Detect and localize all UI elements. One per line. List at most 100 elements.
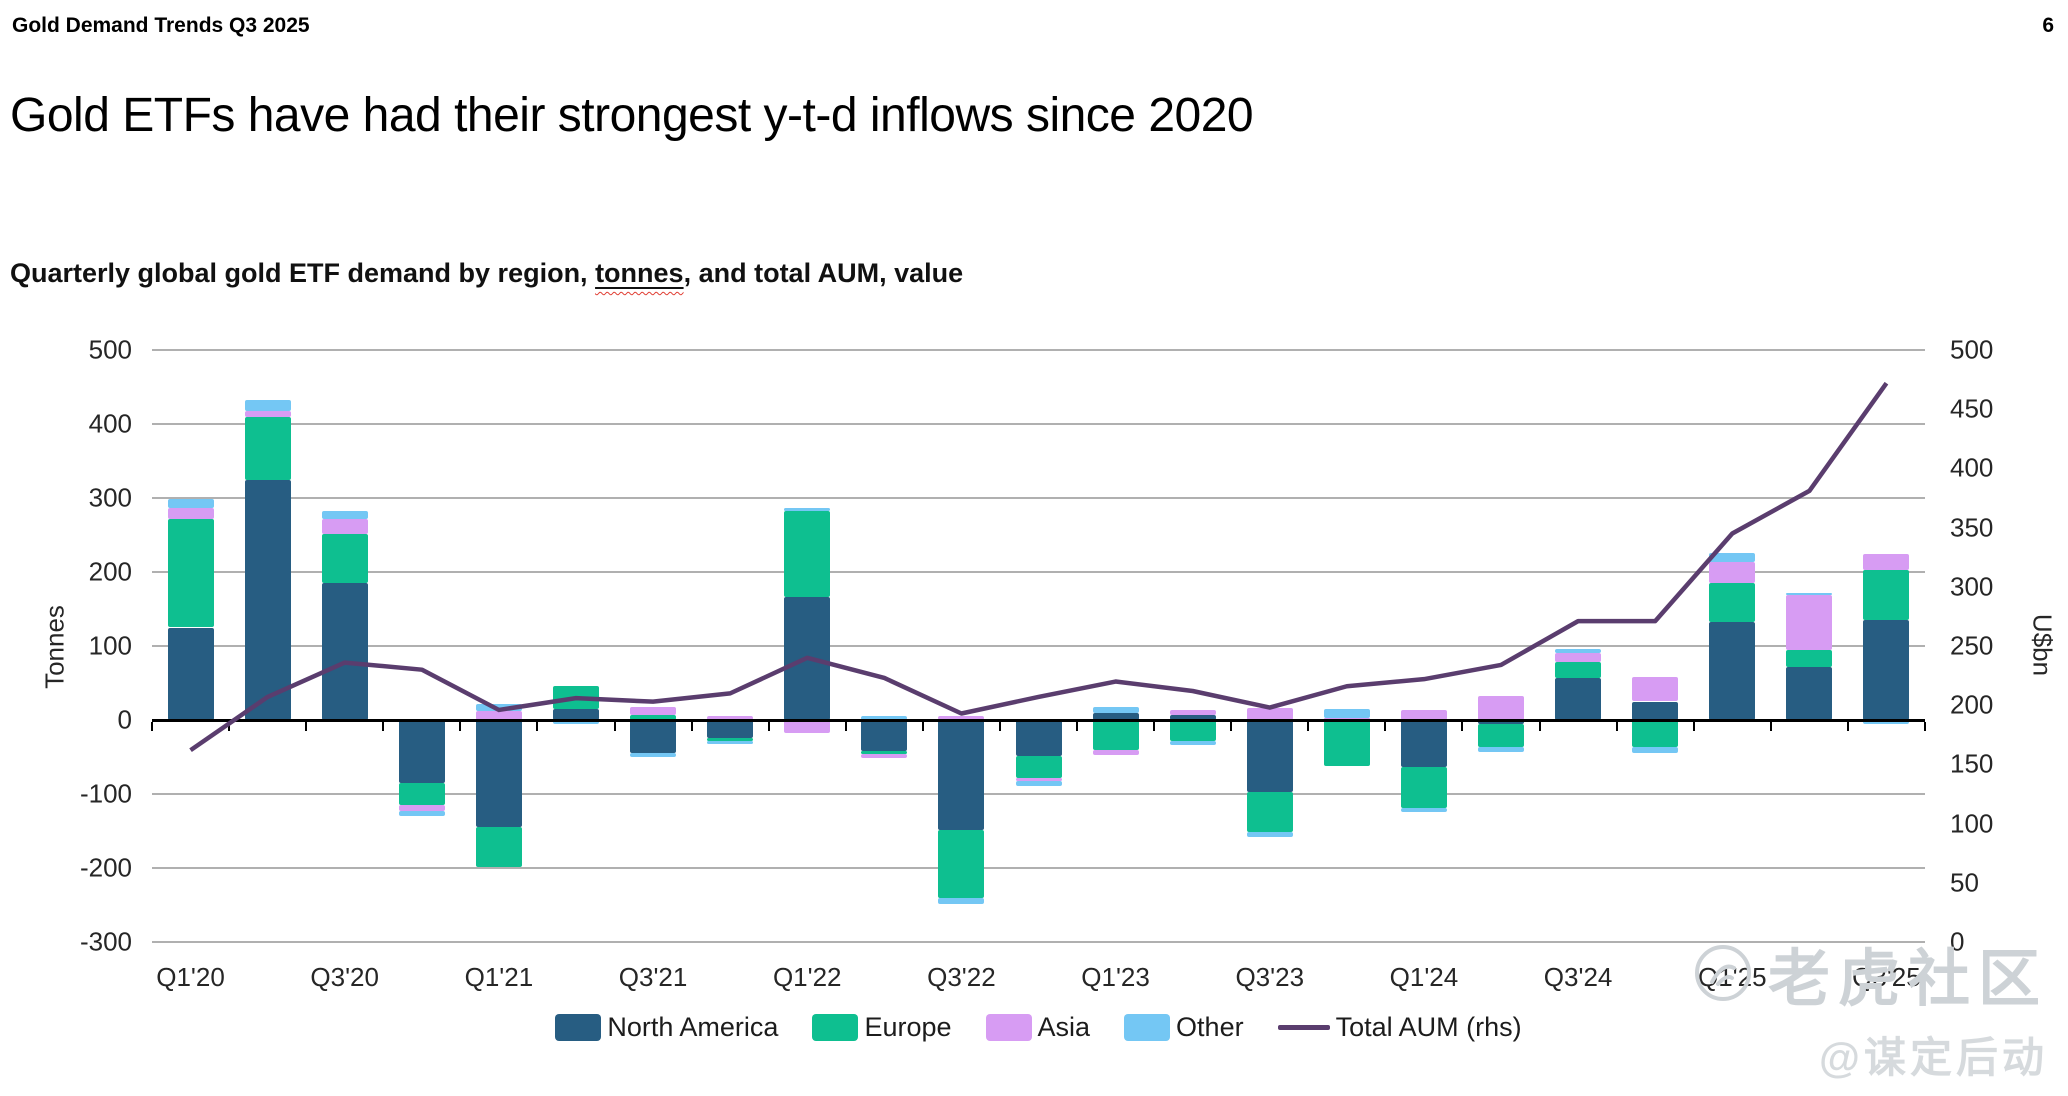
gridline	[152, 645, 1925, 647]
x-axis-tick-mark	[536, 722, 539, 731]
legend-item-europe: Europe	[812, 1012, 952, 1043]
x-axis-tick-label: Q1'22	[772, 962, 842, 992]
bar-segment-europe	[1092, 720, 1139, 750]
gridline	[152, 497, 1925, 499]
x-axis-tick-mark	[767, 722, 770, 731]
gridline	[152, 793, 1925, 795]
legend-item-total-aum: Total AUM (rhs)	[1277, 1012, 1522, 1043]
x-axis-tick-mark	[1538, 722, 1541, 731]
gridline	[152, 349, 1925, 351]
bar-segment-other	[1786, 592, 1833, 595]
bar-segment-other	[938, 897, 985, 904]
x-axis-tick-mark	[1076, 722, 1079, 731]
bar-segment-asia	[167, 508, 214, 519]
chart-subtitle-suffix: , and total AUM, value	[683, 258, 964, 288]
x-axis-tick-mark	[1846, 722, 1849, 731]
legend-swatch	[555, 1014, 602, 1041]
right-axis-tick-label: 350	[1950, 512, 1994, 543]
bar-segment-europe	[244, 417, 291, 481]
left-axis-tick-label: -300	[79, 926, 132, 957]
bar-segment-other	[1015, 781, 1062, 786]
bar-segment-other	[1555, 648, 1602, 653]
legend-label: Europe	[864, 1012, 952, 1042]
x-axis-tick-mark	[1769, 722, 1772, 731]
bar-segment-other	[630, 752, 677, 757]
bar-segment-north-america	[861, 720, 908, 752]
x-axis-tick-mark	[921, 722, 924, 731]
bar-segment-asia	[398, 805, 445, 811]
bar-segment-other	[1709, 552, 1756, 562]
bar-segment-north-america	[321, 583, 368, 720]
left-axis-tick-label: 400	[88, 408, 132, 439]
bar-segment-europe	[1786, 650, 1833, 667]
bar-segment-north-america	[938, 720, 985, 830]
right-axis-tick-label: 500	[1950, 334, 1994, 365]
legend-item-asia: Asia	[985, 1012, 1090, 1043]
bar-segment-asia	[1632, 677, 1679, 702]
x-axis-tick-label: Q1'21	[464, 962, 534, 992]
gridline	[152, 423, 1925, 425]
bar-segment-europe	[1400, 767, 1447, 809]
x-axis-tick-label: Q3'20	[310, 962, 379, 992]
right-axis-tick-label: 300	[1950, 571, 1994, 602]
legend-label: Total AUM (rhs)	[1335, 1012, 1522, 1042]
x-axis-tick-mark	[1461, 722, 1464, 731]
page-title: Gold ETFs have had their strongest y-t-d…	[10, 89, 1254, 142]
bar-segment-asia	[1786, 594, 1833, 651]
bar-segment-asia	[630, 707, 677, 715]
right-axis-tick-label: 200	[1950, 689, 1994, 720]
bar-segment-other	[1169, 740, 1216, 746]
bar-segment-other	[707, 740, 754, 745]
right-axis-tick-label: 150	[1950, 748, 1994, 779]
bar-segment-europe	[784, 510, 831, 598]
bar-segment-europe	[398, 782, 445, 806]
bar-segment-other	[1092, 707, 1139, 714]
bar-segment-europe	[475, 827, 522, 868]
bar-segment-other	[1323, 708, 1370, 718]
bar-segment-europe	[1323, 720, 1370, 766]
bar-segment-europe	[1709, 583, 1756, 623]
bar-segment-north-america	[398, 720, 445, 783]
x-axis-tick-mark	[1692, 722, 1695, 731]
bar-segment-other	[398, 811, 445, 817]
x-axis-tick-mark	[690, 722, 693, 731]
bar-segment-europe	[1015, 756, 1062, 778]
gridline	[152, 571, 1925, 573]
bar-segment-other	[475, 704, 522, 712]
bar-segment-asia	[321, 518, 368, 534]
bar-segment-europe	[1863, 569, 1910, 621]
legend-item-other: Other	[1124, 1012, 1244, 1043]
legend-line-swatch	[1277, 1025, 1330, 1030]
left-axis-tick-label: 100	[88, 630, 132, 661]
x-axis-tick-label: Q1'25	[1697, 962, 1767, 992]
bar-segment-north-america	[244, 480, 291, 720]
bar-segment-north-america	[1632, 701, 1679, 720]
chart-legend: North America Europe Asia Other Total AUM (r…	[152, 1012, 1925, 1043]
bar-segment-north-america	[475, 720, 522, 828]
bar-segment-other	[1400, 808, 1447, 813]
x-axis-tick-mark	[151, 722, 153, 731]
bar-segment-north-america	[1015, 720, 1062, 757]
bar-segment-other	[1246, 831, 1293, 837]
x-axis-tick-mark	[382, 722, 385, 731]
x-axis-tick-mark	[998, 722, 1001, 731]
bar-segment-other	[784, 507, 831, 511]
legend-swatch	[1124, 1014, 1171, 1041]
legend-item-north-america: North America	[555, 1012, 778, 1043]
x-axis-tick-mark	[1307, 722, 1310, 731]
bar-segment-other	[1478, 746, 1525, 752]
right-axis-title: U$bn	[2027, 613, 2058, 677]
bar-segment-north-america	[1786, 666, 1833, 720]
bar-segment-north-america	[1709, 622, 1756, 720]
bar-segment-europe	[321, 533, 368, 584]
right-axis-tick-label: 50	[1950, 867, 1979, 898]
x-axis-tick-label: Q3'21	[618, 962, 688, 992]
bar-segment-europe	[1169, 720, 1216, 741]
bar-segment-north-america	[1246, 720, 1293, 792]
chart-subtitle-underlined-word: tonnes	[595, 258, 684, 288]
bar-segment-north-america	[1863, 620, 1910, 720]
chart-subtitle: Quarterly global gold ETF demand by regi…	[10, 258, 963, 289]
